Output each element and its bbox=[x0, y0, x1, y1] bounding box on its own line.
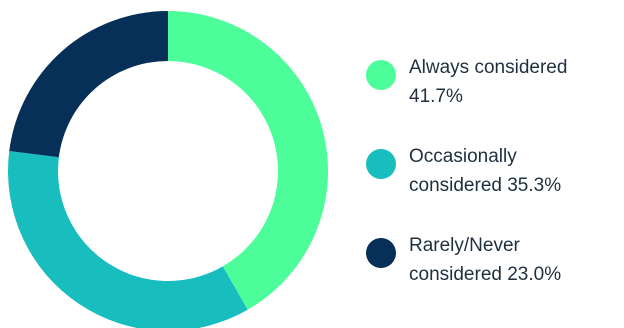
legend-item-always: Always considered 41.7% bbox=[366, 53, 616, 111]
legend-label-always-value: 41.7% bbox=[409, 86, 463, 107]
chart-legend: Always considered 41.7% Occasionally con… bbox=[366, 53, 616, 289]
legend-label-always: Always considered 41.7% bbox=[409, 53, 614, 111]
legend-label-occasionally: Occasionally considered 35.3% bbox=[409, 142, 614, 200]
legend-label-rarely-never-value: 23.0% bbox=[507, 264, 562, 285]
slice-rarely-never bbox=[9, 11, 169, 158]
legend-label-rarely-never: Rarely/Never considered 23.0% bbox=[409, 231, 614, 289]
legend-swatch-always bbox=[366, 60, 396, 90]
legend-label-occasionally-value: 35.3% bbox=[507, 175, 562, 196]
legend-swatch-occasionally bbox=[366, 149, 396, 179]
slice-always bbox=[168, 11, 329, 310]
legend-swatch-rarely-never bbox=[366, 238, 396, 268]
legend-label-always-name: Always considered bbox=[409, 57, 568, 78]
legend-item-occasionally: Occasionally considered 35.3% bbox=[366, 142, 616, 200]
legend-label-rarely-never-name: Rarely/Never considered bbox=[409, 235, 520, 285]
slice-occasionally bbox=[8, 150, 248, 328]
legend-item-rarely-never: Rarely/Never considered 23.0% bbox=[366, 231, 616, 289]
donut-chart bbox=[8, 11, 329, 328]
legend-label-occasionally-name: Occasionally considered bbox=[409, 146, 517, 196]
